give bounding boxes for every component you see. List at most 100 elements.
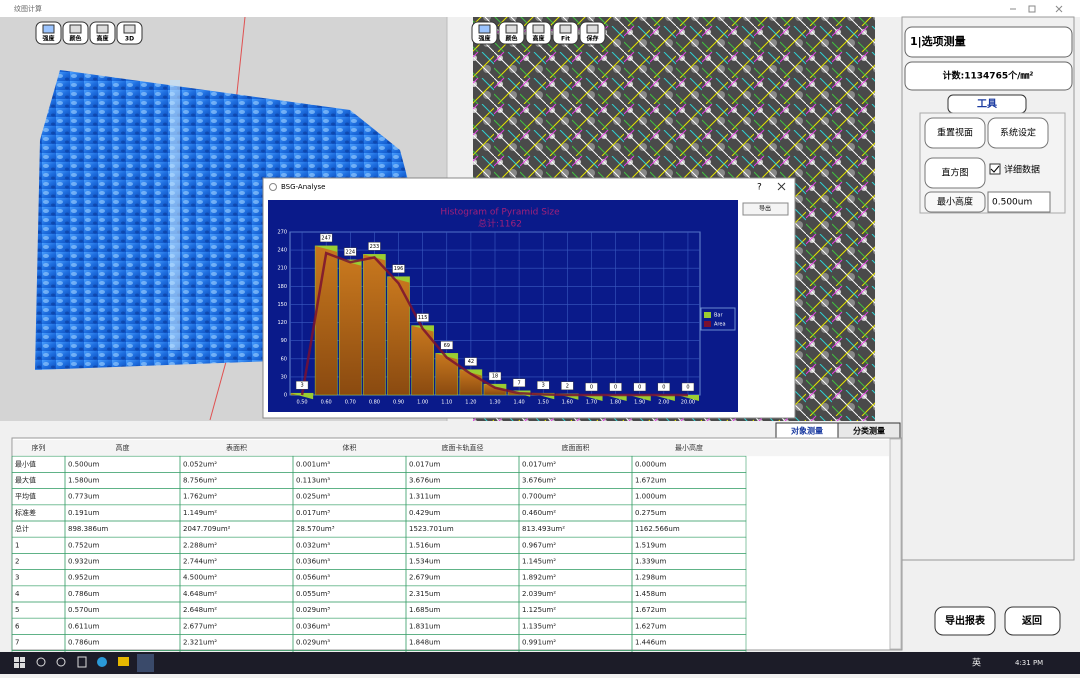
label-box: [537, 380, 550, 390]
cell-text: 0.017um³: [296, 509, 330, 517]
bar-top: [363, 254, 386, 261]
y-tick-label: 150: [277, 302, 287, 308]
button-label: 导出报表: [945, 614, 986, 627]
export-button[interactable]: [742, 202, 789, 216]
value-label: 0: [614, 385, 617, 391]
window-title: 纹图计算: [14, 4, 42, 13]
cell-text: 0.000um: [635, 460, 666, 468]
x-tick-label: 1.80: [610, 400, 621, 406]
tool-label: 高度: [96, 35, 109, 43]
cell-text: 0.570um: [68, 606, 99, 614]
bar: [435, 353, 459, 396]
cell-text: 0.017um: [409, 460, 440, 468]
button-label: 导出: [759, 205, 771, 213]
min-height-label: 最小高度: [937, 196, 973, 208]
cell-text: 1.685um: [409, 606, 440, 614]
cell-text: 4.648um²: [183, 590, 217, 598]
y-tick-label: 120: [277, 320, 287, 326]
export-button[interactable]: [934, 606, 996, 636]
dialog-icon: [269, 183, 277, 191]
tool-label: Fit: [561, 36, 570, 43]
cell-text: 0.967um²: [522, 541, 556, 549]
table-header: [13, 440, 889, 457]
tool-icon: [559, 24, 572, 34]
cell-text: 0.991um²: [522, 639, 556, 647]
y-tick-label: 240: [277, 248, 287, 254]
value-label: 42: [468, 359, 474, 365]
chart-title: Histogram of Pyramid Size: [440, 208, 560, 218]
close-button[interactable]: [777, 182, 786, 191]
x-tick-label: 0.60: [321, 400, 332, 406]
tool-button[interactable]: [924, 157, 986, 189]
y-tick-label: 180: [277, 284, 287, 290]
value-label: 247: [321, 235, 331, 241]
back-button[interactable]: [1004, 606, 1061, 636]
checkbox[interactable]: [989, 163, 1001, 175]
tool-button[interactable]: [987, 117, 1049, 149]
checkbox-label: 详细数据: [1004, 164, 1040, 176]
cell-text: 0.611um: [68, 622, 99, 630]
cell-text: 0.032um³: [296, 541, 330, 549]
cell-text: 2: [15, 558, 19, 566]
label-box: [924, 191, 986, 213]
toolbar: 强度 颜色 高度 Fit 保存: [471, 21, 606, 45]
tool-label: 颜色: [505, 35, 517, 43]
cell-text: 5: [15, 606, 19, 614]
tool-icon: [505, 24, 518, 34]
cell-text: 标准差: [15, 508, 36, 517]
cell-text: 1.627um: [635, 622, 666, 630]
cell-text: 2047.709um²: [183, 525, 231, 533]
cell-text: 1.892um²: [522, 574, 556, 582]
cell-text: 0.001um³: [296, 460, 330, 468]
table: [11, 437, 903, 651]
cell-text: 3: [15, 574, 19, 582]
window-controls[interactable]: [1010, 5, 1063, 13]
y-tick-label: 30: [281, 374, 287, 380]
column-header: 底面卡轨直径: [442, 443, 484, 452]
cell-text: 1.672um: [635, 606, 666, 614]
cell-text: 0.036um³: [296, 622, 330, 630]
cell-text: 1.135um²: [522, 622, 556, 630]
cell-text: 0.029um³: [296, 606, 330, 614]
bar: [363, 254, 386, 396]
scrollbar[interactable]: [889, 438, 902, 650]
value-label: 0: [590, 385, 593, 391]
cell-text: 1.516um: [409, 541, 440, 549]
cell-text: 平均值: [15, 492, 36, 501]
tool-icon: [96, 24, 109, 34]
y-tick-label: 0: [284, 393, 287, 399]
cell-text: 1.831um: [409, 622, 440, 630]
bar-top: [628, 395, 651, 401]
label-box: [681, 382, 695, 392]
button-label: 直方图: [941, 167, 968, 179]
x-tick-label: 2.00: [658, 400, 669, 406]
cell-text: 1.298um: [635, 574, 666, 582]
tool-icon: [123, 24, 136, 34]
label-box: [464, 357, 478, 366]
value-label: 0: [686, 385, 689, 391]
cell-text: 最大值: [15, 476, 36, 485]
value-label: 115: [418, 315, 428, 321]
ime-indicator[interactable]: 英: [972, 657, 981, 669]
tool-button[interactable]: [924, 117, 986, 149]
mode-label: 1|选项测量: [910, 34, 966, 48]
x-tick-label: 0.50: [296, 400, 307, 406]
cell-text: 0.429um: [409, 509, 440, 517]
tool-label: 强度: [478, 35, 491, 43]
column-header: 最小高度: [675, 443, 703, 452]
cell-text: 0.952um: [68, 574, 99, 582]
value-label: 2: [566, 383, 569, 389]
taskbar-icons[interactable]: [14, 654, 154, 672]
legend-label: Area: [714, 322, 726, 328]
cell-text: 1.446um: [635, 639, 666, 647]
help-button[interactable]: ?: [757, 183, 762, 193]
value-label: 0: [662, 385, 665, 391]
cell-text: 2.744um²: [183, 558, 217, 566]
tool-icon: [42, 24, 55, 34]
cell-text: 0.029um³: [296, 639, 330, 647]
cell-text: 1.000um: [635, 493, 666, 501]
input[interactable]: [987, 191, 1051, 213]
x-tick-label: 20.00: [681, 400, 695, 406]
x-tick-label: 1.00: [417, 400, 428, 406]
clock[interactable]: 4:31 PM: [1015, 659, 1043, 667]
